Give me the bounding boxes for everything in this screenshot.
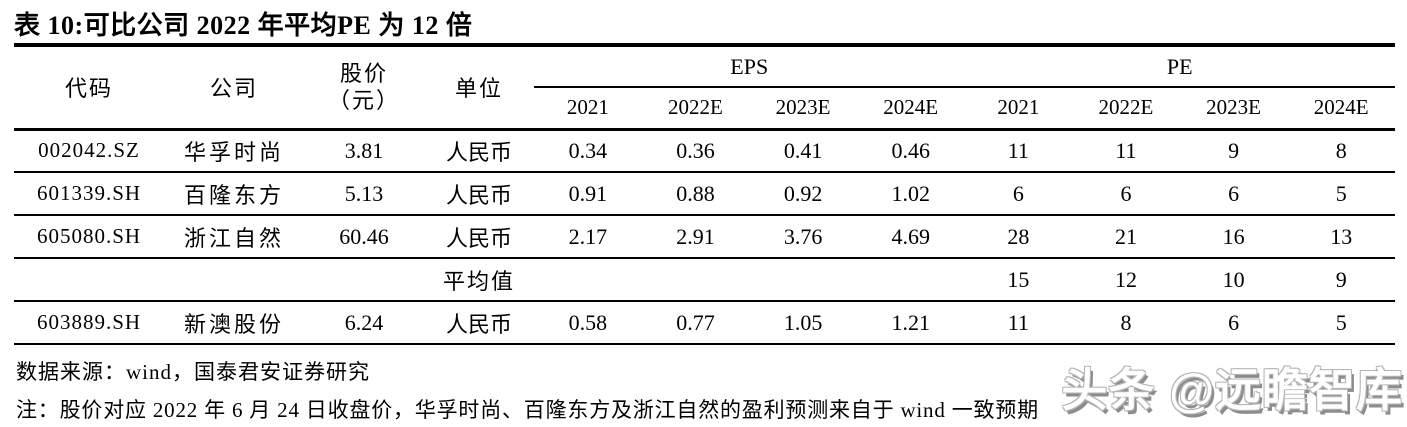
cell-pe-2023e: 16 [1222, 223, 1245, 249]
table-row: 605080.SH 浙江自然 60.46 人民币 2.17 2.91 3.76 … [14, 215, 1395, 258]
cell-code: 601339.SH [36, 181, 142, 205]
comparable-companies-table: 代码 公司 股价 （元） 单位 EPS PE 2021 2022E 2023E 2… [14, 47, 1395, 345]
cell-empty [857, 258, 965, 301]
cell-eps-2021: 2.17 [568, 223, 608, 249]
table-row: 603889.SH 新澳股份 6.24 人民币 0.58 0.77 1.05 1… [14, 301, 1395, 344]
cell-code: 603889.SH [36, 310, 142, 334]
cell-pe-2021: 11 [1007, 309, 1029, 335]
table-row: 002042.SZ 华孚时尚 3.81 人民币 0.34 0.36 0.41 0… [14, 129, 1395, 172]
cell-pe-2021: 11 [1007, 137, 1029, 163]
col-header-unit: 单位 [424, 47, 534, 131]
cell-eps-2023e: 3.76 [783, 223, 823, 249]
cell-eps-2021: 0.91 [568, 180, 608, 206]
cell-unit: 人民币 [445, 182, 512, 208]
cell-pe-2024e: 8 [1335, 137, 1347, 163]
col-header-company: 公司 [164, 47, 304, 131]
cell-unit: 人民币 [445, 225, 512, 251]
watermark-text: 头条 @远瞻智库 [1061, 364, 1403, 416]
col-header-price: 股价 （元） [304, 47, 424, 131]
cell-empty [642, 258, 750, 301]
cell-price: 6.24 [344, 309, 384, 335]
cell-eps-2023e: 0.41 [783, 137, 823, 163]
table-row: 601339.SH 百隆东方 5.13 人民币 0.91 0.88 0.92 1… [14, 172, 1395, 215]
cell-code: 002042.SZ [38, 138, 140, 163]
cell-eps-2024e: 0.46 [891, 137, 930, 163]
col-header-code: 代码 [14, 47, 164, 131]
price-header-lines: 股价 （元） [328, 60, 400, 115]
col-header-pe-2024e: 2024E [1287, 87, 1395, 131]
cell-unit: 人民币 [445, 139, 512, 165]
cell-empty [534, 258, 642, 301]
cell-eps-2022e: 0.36 [676, 137, 715, 163]
col-header-pe-2022e: 2022E [1072, 87, 1180, 131]
cell-eps-2021: 0.58 [568, 309, 608, 335]
average-pe-2023e: 10 [1222, 266, 1245, 292]
cell-pe-2023e: 6 [1228, 309, 1240, 335]
cell-price: 3.81 [344, 137, 384, 163]
table-title: 表 10:可比公司 2022 年平均PE 为 12 倍 [14, 11, 473, 40]
cell-pe-2022e: 8 [1120, 309, 1132, 335]
cell-empty [304, 258, 424, 301]
cell-pe-2021: 28 [1007, 223, 1030, 249]
average-pe-2021: 15 [1007, 266, 1030, 292]
cell-pe-2024e: 5 [1335, 180, 1347, 206]
col-header-pe-2021: 2021 [964, 87, 1073, 131]
cell-company: 百隆东方 [183, 182, 284, 208]
cell-code: 605080.SH [36, 224, 142, 248]
col-header-eps-2023e: 2023E [749, 87, 857, 131]
cell-unit: 人民币 [445, 311, 512, 337]
cell-eps-2022e: 0.77 [676, 309, 715, 335]
title-divider [14, 43, 1395, 47]
cell-empty [164, 258, 304, 301]
cell-price: 60.46 [339, 223, 389, 249]
year-header-row: 2021 2022E 2023E 2024E 2021 2022E 2023E … [14, 87, 1395, 131]
cell-eps-2024e: 1.21 [891, 309, 930, 335]
group-header-row: 代码 公司 股价 （元） 单位 EPS PE [14, 47, 1395, 131]
cell-eps-2022e: 0.88 [676, 180, 715, 206]
cell-pe-2021: 6 [1012, 180, 1024, 206]
price-header-line1: 股价 [339, 60, 388, 86]
col-header-eps-2021: 2021 [534, 87, 642, 131]
cell-pe-2022e: 11 [1115, 137, 1137, 163]
average-pe-2022e: 12 [1114, 266, 1137, 292]
cell-eps-2021: 0.34 [568, 137, 608, 163]
average-label: 平均值 [442, 268, 515, 294]
cell-eps-2024e: 1.02 [891, 180, 930, 206]
col-header-pe-2023e: 2023E [1179, 87, 1288, 131]
cell-empty [749, 258, 857, 301]
average-row: 平均值 15 12 10 9 [14, 258, 1395, 301]
col-header-eps-2024e: 2024E [856, 87, 965, 131]
cell-eps-2023e: 0.92 [783, 180, 823, 206]
cell-company: 新澳股份 [183, 311, 284, 337]
cell-pe-2023e: 6 [1228, 180, 1240, 206]
cell-pe-2022e: 21 [1114, 223, 1137, 249]
col-header-eps-2022e: 2022E [641, 87, 750, 131]
cell-price: 5.13 [344, 180, 384, 206]
cell-pe-2024e: 13 [1330, 223, 1353, 249]
cell-eps-2022e: 2.91 [676, 223, 715, 249]
cell-eps-2023e: 1.05 [783, 309, 823, 335]
col-group-eps: EPS [534, 47, 965, 88]
cell-company: 浙江自然 [183, 225, 284, 251]
cell-pe-2023e: 9 [1228, 137, 1240, 163]
price-header-line2: （元） [327, 88, 400, 114]
cell-eps-2024e: 4.69 [891, 223, 930, 249]
average-pe-2024e: 9 [1335, 266, 1347, 292]
cell-pe-2022e: 6 [1120, 180, 1132, 206]
footnote-line: 注：股价对应 2022 年 6 月 24 日收盘价，华孚时尚、百隆东方及浙江自然… [16, 398, 1039, 422]
cell-empty [14, 258, 164, 301]
cell-pe-2024e: 5 [1335, 309, 1347, 335]
cell-company: 华孚时尚 [183, 139, 284, 165]
table-header: 代码 公司 股价 （元） 单位 EPS PE 2021 2022E 2023E 2… [14, 47, 1395, 131]
col-group-pe: PE [964, 47, 1395, 88]
data-source-line: 数据来源：wind，国泰君安证券研究 [16, 360, 370, 384]
